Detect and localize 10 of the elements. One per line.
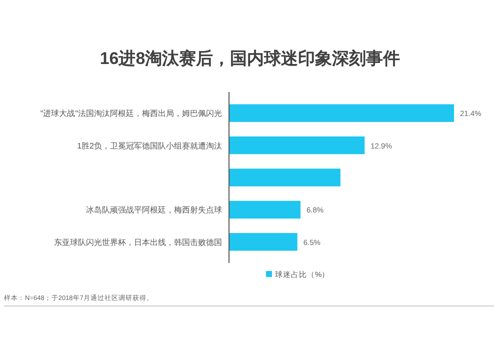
y-tick-label: 冰岛队顽强战平阿根廷，梅西射失点球	[86, 206, 222, 215]
bar	[229, 200, 300, 219]
chart-title: 16进8淘汰赛后，国内球迷印象深刻事件	[100, 49, 400, 68]
bar	[229, 168, 340, 186]
y-tick-label: 1胜2负，卫冕冠军德国队小组赛就遭淘汰	[77, 141, 222, 150]
bar	[229, 233, 298, 251]
bar	[229, 136, 365, 154]
y-tick-label: 东亚球队闪光世界杯，日本出线，韩国击败德国	[54, 238, 222, 247]
bar	[229, 104, 454, 122]
y-tick-label: "进球大战"法国淘汰阿根廷，梅西出局，姆巴佩闪光	[40, 109, 222, 118]
